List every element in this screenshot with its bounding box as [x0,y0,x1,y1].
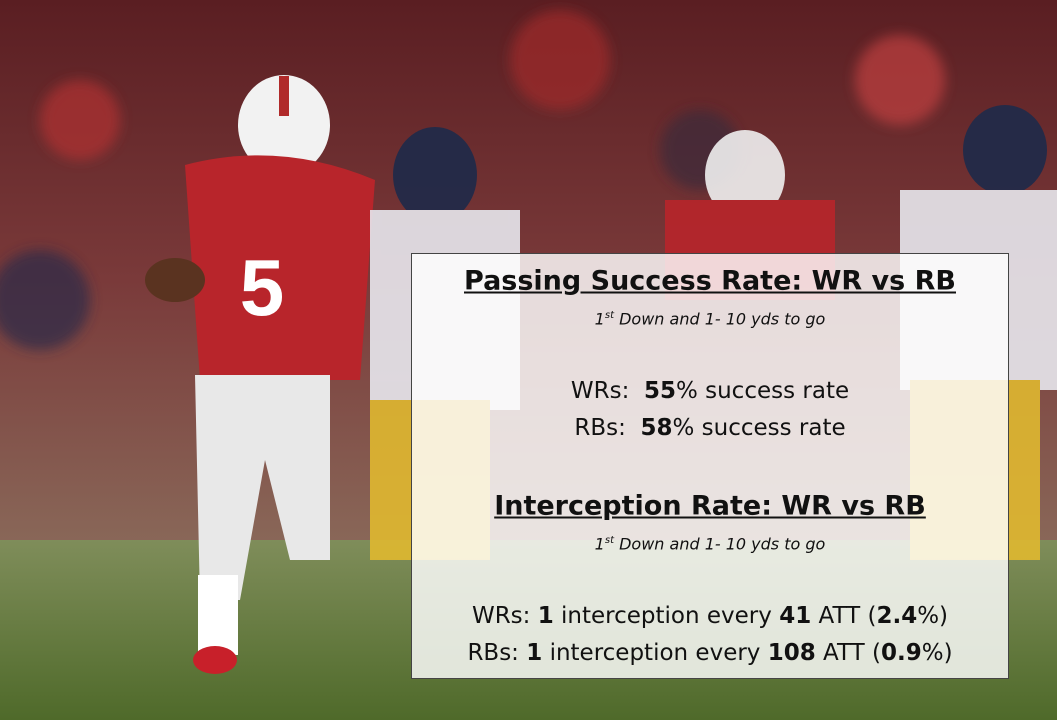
stat-text: WRs: [471,603,538,629]
stat-value: 58 [640,415,673,441]
stat-value: 41 [779,603,812,629]
section-title: Interception Rate: WR vs RB [494,490,926,522]
stat-text: %) [917,603,949,629]
stat-text: RBs: [574,415,641,441]
stat-text: RBs: [467,640,527,666]
runner: 5 [145,75,375,674]
subtitle-text: Down and 1- 10 yds to go [614,534,826,554]
svg-text:5: 5 [240,243,285,332]
stat-line: WRs: 1 interception every 41 ATT (2.4%) [412,603,1008,629]
subtitle-text: Down and 1- 10 yds to go [614,309,826,329]
stat-value: 2.4 [876,603,918,629]
section-title: Passing Success Rate: WR vs RB [464,265,956,297]
stat-line: RBs: 58% success rate [412,415,1008,441]
stat-text: ATT ( [811,603,877,629]
stat-line: RBs: 1 interception every 108 ATT (0.9%) [412,640,1008,666]
stat-text: interception every [553,603,780,629]
subtitle-number: 1 [594,534,605,554]
stat-value: 1 [537,603,554,629]
stat-value: 1 [526,640,543,666]
stat-text: WRs: [570,378,644,404]
stat-value: 108 [767,640,816,666]
crowd-blur [0,10,945,350]
stat-text: interception every [542,640,768,666]
stat-text: % success rate [672,415,846,441]
subtitle-ordinal: st [604,310,614,322]
stat-value: 55 [643,378,676,404]
stat-text: %) [921,640,953,666]
stats-overlay: Passing Success Rate: WR vs RB 1st Down a… [411,253,1009,679]
subtitle-ordinal: st [604,535,614,547]
section-subtitle: 1st Down and 1- 10 yds to go [412,535,1008,554]
stat-text: % success rate [675,378,850,404]
stat-text: ATT ( [815,640,881,666]
section-subtitle: 1st Down and 1- 10 yds to go [412,310,1008,329]
subtitle-number: 1 [594,309,605,329]
stat-line: WRs: 55% success rate [412,378,1008,404]
stat-value: 0.9 [880,640,922,666]
